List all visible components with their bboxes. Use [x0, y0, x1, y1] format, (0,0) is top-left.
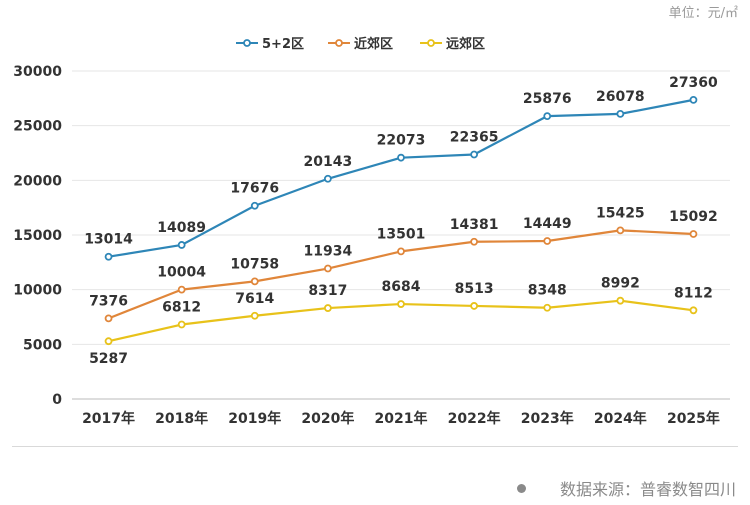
data-label: 8112 [674, 285, 713, 301]
x-tick-label: 2025年 [667, 410, 720, 427]
data-point [323, 304, 332, 312]
x-tick-label: 2020年 [301, 410, 354, 427]
data-point [250, 311, 259, 320]
data-point [397, 153, 405, 162]
data-label: 11934 [304, 244, 353, 260]
data-label: 8513 [455, 281, 494, 297]
data-point [543, 303, 552, 312]
x-tick-label: 2017年 [82, 410, 135, 427]
data-point [104, 314, 113, 323]
bullet-icon [516, 483, 526, 493]
data-point [689, 230, 698, 238]
data-label: 7376 [89, 293, 128, 309]
y-tick-label: 25000 [13, 119, 62, 135]
data-label: 14381 [450, 217, 499, 233]
legend-swatch-marker [427, 39, 435, 47]
x-tick-label: 2018年 [155, 410, 208, 427]
data-point [543, 112, 552, 120]
y-tick-label: 20000 [13, 173, 62, 189]
data-label: 14449 [523, 216, 572, 232]
data-point [470, 150, 479, 159]
y-tick-label: 5000 [23, 337, 62, 353]
x-tick-label: 2021年 [375, 410, 428, 427]
data-label: 5287 [89, 351, 128, 367]
line-chart: 0 5000 10000 15000 20000 25000 30000 2017年 2018年… [13, 36, 730, 427]
y-tick-label: 10000 [13, 283, 62, 299]
data-label: 8992 [601, 276, 640, 292]
x-tick-label: 2022年 [448, 410, 501, 427]
data-point [470, 237, 479, 246]
data-point [177, 285, 186, 294]
legend-label: 5+2区 [262, 37, 304, 52]
data-point [397, 247, 405, 256]
footer-divider [12, 446, 738, 447]
data-point [397, 300, 405, 308]
legend-label: 远郊区 [446, 36, 485, 52]
data-source-text: 数据来源：普睿数智四川 [559, 480, 736, 499]
data-label: 13014 [84, 232, 133, 248]
data-label: 26078 [596, 89, 645, 105]
data-label: 14089 [157, 220, 206, 236]
y-tick-label: 15000 [13, 228, 62, 244]
data-label: 15425 [596, 205, 645, 221]
y-tick-label: 30000 [13, 64, 62, 80]
x-tick-label: 2019年 [228, 410, 281, 427]
data-label: 25876 [523, 91, 572, 107]
data-label: 10758 [230, 256, 279, 272]
data-label: 27360 [669, 75, 718, 91]
data-label: 15092 [669, 209, 718, 225]
data-point [616, 109, 625, 118]
data-label: 13501 [377, 226, 426, 242]
data-point [250, 201, 259, 210]
data-label: 8684 [382, 279, 421, 295]
data-label: 7614 [235, 291, 274, 307]
data-point [104, 337, 113, 346]
data-point [616, 226, 625, 235]
y-tick-label: 0 [52, 392, 62, 408]
x-tick-label: 2024年 [594, 410, 647, 427]
data-point [104, 252, 113, 261]
data-point [177, 241, 186, 249]
unit-label: 单位：元/㎡ [668, 6, 738, 21]
data-point [689, 95, 698, 104]
data-label: 8348 [528, 283, 567, 299]
data-point [470, 302, 479, 310]
data-point [616, 296, 625, 305]
data-label: 8317 [308, 283, 347, 299]
data-label: 6812 [162, 300, 201, 316]
data-label: 10004 [157, 265, 206, 281]
data-point [177, 320, 186, 329]
data-point [323, 174, 332, 183]
data-label: 17676 [230, 181, 279, 197]
data-point [323, 264, 332, 273]
x-tick-label: 2023年 [521, 410, 574, 427]
legend-swatch-marker [243, 39, 251, 47]
data-point [543, 237, 552, 245]
data-point [250, 277, 259, 286]
data-label: 20143 [304, 154, 353, 170]
legend-label: 近郊区 [354, 36, 393, 52]
data-label: 22365 [450, 129, 499, 145]
legend-swatch-marker [335, 39, 343, 47]
data-point [689, 306, 698, 315]
data-label: 22073 [377, 133, 426, 149]
data-source: 数据来源：普睿数智四川 [516, 476, 736, 500]
